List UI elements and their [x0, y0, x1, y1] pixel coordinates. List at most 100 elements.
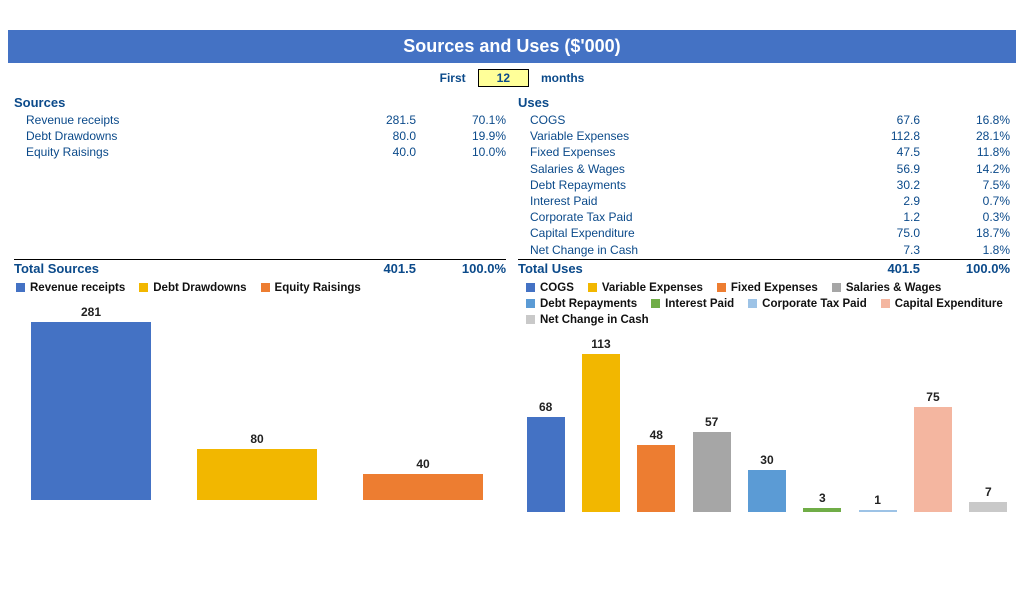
legend-label: Debt Drawdowns [153, 282, 246, 294]
uses-row: Interest Paid2.90.7% [518, 193, 1010, 209]
uses-row-label: Capital Expenditure [518, 225, 820, 241]
legend-swatch [526, 299, 535, 308]
chart-bar-rect [582, 354, 620, 512]
uses-row-label: Debt Repayments [518, 177, 820, 193]
legend-item: Fixed Expenses [717, 282, 818, 294]
legend-item: Interest Paid [651, 298, 734, 310]
sources-row-label: Revenue receipts [14, 112, 316, 128]
legend-swatch [881, 299, 890, 308]
chart-bar-rect [803, 508, 841, 512]
chart-bar-rect [859, 510, 897, 512]
uses-row-value: 30.2 [820, 177, 920, 193]
uses-row-label: Variable Expenses [518, 128, 820, 144]
legend-label: Salaries & Wages [846, 282, 941, 294]
period-value-input[interactable]: 12 [478, 69, 529, 87]
chart-bar: 57 [693, 332, 731, 512]
charts-row: Revenue receipts Debt Drawdowns Equity Rai… [0, 276, 1024, 512]
uses-total-value: 401.5 [820, 261, 920, 276]
legend-label: Net Change in Cash [540, 314, 649, 326]
uses-row-label: Interest Paid [518, 193, 820, 209]
legend-item: Debt Drawdowns [139, 282, 246, 294]
uses-chart: COGSVariable ExpensesFixed ExpensesSalar… [518, 282, 1016, 512]
legend-swatch [717, 283, 726, 292]
uses-row-pct: 16.8% [920, 112, 1010, 128]
chart-bar-rect [527, 417, 565, 512]
chart-bar: 40 [363, 300, 483, 500]
uses-row-label: COGS [518, 112, 820, 128]
legend-swatch [526, 283, 535, 292]
legend-label: Revenue receipts [30, 282, 125, 294]
legend-swatch [748, 299, 757, 308]
chart-bar-value: 1 [874, 493, 881, 507]
page-title: Sources and Uses ($'000) [8, 30, 1016, 63]
chart-bar: 7 [969, 332, 1007, 512]
chart-bar: 3 [803, 332, 841, 512]
uses-row-value: 47.5 [820, 144, 920, 160]
chart-bar-rect [197, 449, 317, 500]
legend-swatch [651, 299, 660, 308]
uses-header: Uses [518, 95, 1010, 110]
legend-label: Corporate Tax Paid [762, 298, 867, 310]
uses-row: Corporate Tax Paid1.20.3% [518, 209, 1010, 225]
uses-row-label: Fixed Expenses [518, 144, 820, 160]
uses-row: Fixed Expenses47.511.8% [518, 144, 1010, 160]
uses-row: Capital Expenditure75.018.7% [518, 225, 1010, 241]
sources-row-value: 281.5 [316, 112, 416, 128]
uses-total-row: Total Uses 401.5 100.0% [518, 259, 1010, 276]
legend-swatch [16, 283, 25, 292]
chart-bar-value: 80 [250, 432, 263, 446]
sources-chart-area: 281 80 40 [8, 300, 506, 500]
sources-total-value: 401.5 [316, 261, 416, 276]
uses-chart-legend: COGSVariable ExpensesFixed ExpensesSalar… [518, 282, 1016, 326]
legend-item: Equity Raisings [261, 282, 361, 294]
uses-row-value: 75.0 [820, 225, 920, 241]
chart-bar-value: 57 [705, 415, 718, 429]
chart-bar-rect [969, 502, 1007, 512]
legend-swatch [832, 283, 841, 292]
sources-row-value: 80.0 [316, 128, 416, 144]
sources-row-pct: 70.1% [416, 112, 506, 128]
uses-row-label: Net Change in Cash [518, 242, 820, 258]
uses-row-value: 2.9 [820, 193, 920, 209]
legend-label: Fixed Expenses [731, 282, 818, 294]
chart-bar: 80 [197, 300, 317, 500]
chart-bar-value: 48 [650, 428, 663, 442]
chart-bar-rect [363, 474, 483, 499]
uses-row-value: 1.2 [820, 209, 920, 225]
uses-row-value: 56.9 [820, 161, 920, 177]
uses-row: Net Change in Cash7.31.8% [518, 242, 1010, 258]
sources-row-value: 40.0 [316, 144, 416, 160]
uses-total-pct: 100.0% [920, 261, 1010, 276]
uses-row-value: 7.3 [820, 242, 920, 258]
chart-bar: 281 [31, 300, 151, 500]
chart-bar-value: 68 [539, 400, 552, 414]
uses-row: Debt Repayments30.27.5% [518, 177, 1010, 193]
legend-swatch [261, 283, 270, 292]
sources-header: Sources [14, 95, 506, 110]
uses-row-label: Corporate Tax Paid [518, 209, 820, 225]
uses-total-label: Total Uses [518, 261, 820, 276]
chart-bar-value: 3 [819, 491, 826, 505]
chart-bar-rect [748, 470, 786, 512]
chart-bar: 68 [527, 332, 565, 512]
legend-item: Variable Expenses [588, 282, 703, 294]
legend-item: Revenue receipts [16, 282, 125, 294]
uses-row-value: 67.6 [820, 112, 920, 128]
uses-row: COGS67.616.8% [518, 112, 1010, 128]
uses-row-label: Salaries & Wages [518, 161, 820, 177]
data-columns: Sources Revenue receipts281.570.1%Debt D… [0, 95, 1024, 276]
uses-row-pct: 0.7% [920, 193, 1010, 209]
chart-bar-value: 30 [760, 453, 773, 467]
uses-chart-area: 6811348573031757 [518, 332, 1016, 512]
chart-bar: 30 [748, 332, 786, 512]
legend-item: Net Change in Cash [526, 314, 649, 326]
legend-item: Debt Repayments [526, 298, 637, 310]
chart-bar-rect [31, 322, 151, 500]
uses-row-pct: 11.8% [920, 144, 1010, 160]
uses-row-pct: 1.8% [920, 242, 1010, 258]
chart-bar-rect [693, 432, 731, 512]
uses-row-pct: 28.1% [920, 128, 1010, 144]
uses-row-pct: 0.3% [920, 209, 1010, 225]
legend-swatch [588, 283, 597, 292]
legend-label: Capital Expenditure [895, 298, 1003, 310]
